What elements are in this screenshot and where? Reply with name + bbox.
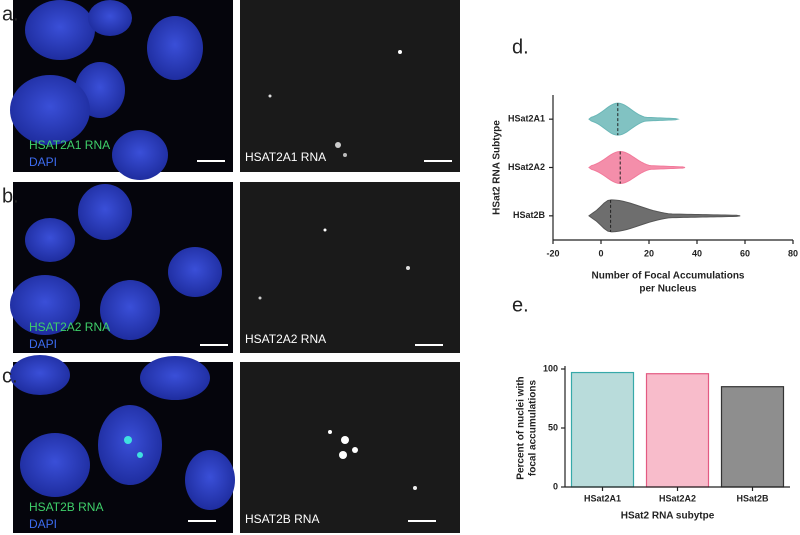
x-axis-label: HSat2 RNA subytpe [621,511,715,522]
image-label: HSAT2B RNA [29,500,103,514]
x-tick-label: HSat2A1 [584,493,621,503]
x-tick-label: 40 [692,248,702,258]
y-tick-label: HSat2B [513,210,546,220]
y-tick-label: HSat2A1 [508,114,545,124]
violin [588,150,686,185]
panel-letter: e. [512,294,529,316]
image-label: HSAT2A1 RNA [29,138,110,152]
x-axis-label: Number of Focal Accumulations [592,271,745,282]
panel-letter: c. [2,365,18,387]
image-labels: a. HSAT2A1 RNA DAPI HSAT2A1 RNA b. HSAT2A2 RN… [2,3,326,531]
panel-letter: a. [2,3,19,25]
panel-letter: b. [2,185,19,207]
x-tick-label: 20 [644,248,654,258]
x-tick-label: 60 [740,248,750,258]
charts: d. -20 0 20 40 60 80 HSat2A1 HSat2A2 HSat2B HSat2 … [492,36,798,521]
bar [645,373,710,488]
panel-letter: d. [512,36,529,58]
x-tick-label: HSat2A2 [659,493,696,503]
bar [570,371,635,488]
image-label: DAPI [29,517,57,531]
y-axis-label: focal accumulations [528,379,539,476]
violin [588,102,680,136]
image-label: HSAT2A2 RNA [29,320,110,334]
image-label: DAPI [29,155,57,169]
image-a-right [240,0,460,172]
y-axis-label: HSat2 RNA Subtype [492,120,503,215]
x-axis-label: per Nucleus [639,284,697,295]
image-label: HSAT2A2 RNA [245,332,326,346]
y-tick-label: 100 [543,363,558,373]
y-axis-label: Percent of nuclei with [516,376,527,479]
image-c-left [10,355,235,533]
y-tick-label: HSat2A2 [508,162,545,172]
violin [588,199,741,233]
x-tick-label: HSat2B [736,493,769,503]
y-tick-label: 0 [553,481,558,491]
x-tick-label: -20 [546,248,559,258]
y-tick-label: 50 [548,422,558,432]
image-label: DAPI [29,337,57,351]
image-b-right [240,182,460,353]
image-b-left [10,182,233,353]
x-tick-label: 80 [788,248,798,258]
x-tick-label: 0 [598,248,603,258]
image-c-right [240,362,460,533]
image-a-left [10,0,233,180]
image-label: HSAT2B RNA [245,512,319,526]
bar [720,386,785,488]
image-label: HSAT2A1 RNA [245,150,326,164]
